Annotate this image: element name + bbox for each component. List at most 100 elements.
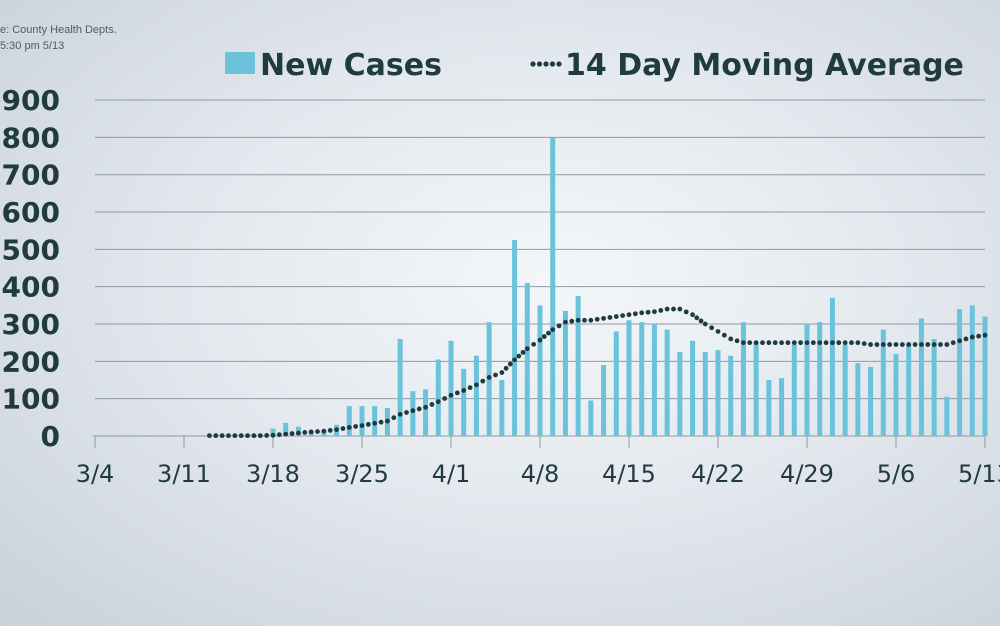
new-cases-bar: [944, 396, 950, 436]
moving-average-point: [912, 342, 918, 347]
legend-label-moving-average: 14 Day Moving Average: [565, 48, 964, 83]
new-cases-bar: [931, 338, 937, 436]
new-cases-bar: [435, 359, 441, 436]
legend-dot: [530, 61, 536, 67]
new-cases-bar: [715, 350, 721, 436]
moving-average-point: [760, 340, 765, 346]
moving-average-point: [321, 428, 327, 434]
y-axis-ticks: 0 100 200 300 400 500 600 700 800 900: [2, 84, 60, 453]
new-cases-bar: [677, 352, 683, 436]
new-cases-bar: [181, 435, 187, 436]
moving-average-point: [849, 340, 854, 346]
new-cases-bar: [601, 365, 607, 436]
moving-average-point: [308, 429, 314, 435]
new-cases-bar: [92, 435, 98, 436]
source-note: e: County Health Depts. 5:30 pm 5/13: [0, 22, 117, 54]
moving-average-point: [887, 342, 893, 347]
moving-average-point: [264, 433, 270, 438]
moving-average-point: [702, 321, 708, 327]
moving-average-point: [520, 349, 526, 355]
new-cases-bar: [537, 305, 543, 436]
new-cases-bar: [626, 320, 632, 436]
moving-average-point: [698, 318, 704, 324]
new-cases-bar: [588, 400, 594, 436]
moving-average-point: [353, 424, 359, 429]
moving-average-point: [315, 429, 320, 434]
new-cases-bar: [842, 344, 848, 436]
moving-average-point: [302, 430, 308, 435]
moving-average-point: [690, 312, 695, 318]
legend-dot: [556, 61, 562, 67]
moving-average-point: [429, 402, 435, 407]
bar-series: [92, 137, 988, 437]
moving-average-point: [969, 334, 975, 340]
moving-average-point: [931, 342, 937, 347]
new-cases-bar: [397, 338, 403, 436]
x-tick-label: 4/8: [521, 460, 560, 488]
moving-average-point: [467, 385, 473, 391]
new-cases-bar: [194, 435, 200, 436]
moving-average-point: [226, 433, 231, 439]
moving-average-point: [524, 346, 530, 352]
moving-average-point: [442, 396, 448, 401]
moving-average-point: [423, 404, 428, 410]
moving-average-point: [753, 340, 759, 346]
new-cases-bar: [270, 428, 276, 436]
moving-average-point: [613, 314, 619, 319]
moving-average-point: [694, 315, 700, 321]
moving-average-point: [785, 340, 791, 346]
legend-dot: [536, 61, 543, 67]
moving-average-point: [982, 332, 988, 338]
moving-average-point: [588, 317, 594, 323]
moving-average-point: [950, 340, 956, 346]
moving-average-point: [397, 411, 403, 417]
moving-average-point: [213, 433, 219, 439]
moving-average-point: [772, 340, 778, 346]
moving-average-point: [639, 310, 645, 316]
moving-average-series: [207, 306, 988, 439]
new-cases-bar: [105, 435, 111, 436]
x-tick-label: 4/29: [780, 460, 834, 488]
moving-average-point: [251, 433, 257, 439]
new-cases-bar: [740, 322, 746, 436]
new-cases-bar: [651, 324, 657, 436]
new-cases-bar: [550, 137, 556, 437]
moving-average-point: [842, 340, 848, 346]
moving-average-point: [899, 342, 905, 347]
moving-average-point: [461, 388, 467, 393]
new-cases-bar: [855, 363, 861, 436]
moving-average-point: [747, 340, 753, 346]
x-tick-label: 4/1: [432, 460, 471, 488]
moving-average-point: [448, 392, 454, 398]
moving-average-point: [791, 340, 797, 346]
new-cases-bar: [791, 344, 797, 436]
moving-average-point: [372, 420, 378, 426]
moving-average-point: [541, 334, 547, 339]
legend-dot: [543, 61, 549, 67]
moving-average-point: [531, 341, 537, 347]
moving-average-point: [893, 342, 899, 347]
new-cases-bar: [918, 318, 924, 436]
moving-average-point: [503, 365, 509, 371]
moving-average-point: [677, 306, 683, 312]
x-tick-label: 4/15: [602, 460, 656, 488]
moving-average-point: [601, 316, 606, 321]
moving-average-point: [546, 330, 551, 336]
new-cases-bar: [906, 344, 912, 436]
moving-average-point: [664, 306, 670, 312]
moving-average-point: [868, 342, 873, 347]
moving-average-point: [232, 433, 238, 439]
moving-average-point: [207, 433, 212, 439]
moving-average-point: [804, 340, 810, 346]
y-tick-label: 300: [2, 308, 60, 341]
moving-average-point: [569, 318, 575, 324]
moving-average-point: [658, 307, 664, 313]
moving-average-point: [391, 415, 397, 421]
new-cases-bar: [829, 297, 835, 436]
new-cases-bar: [499, 380, 505, 436]
moving-average-point: [925, 342, 931, 347]
moving-average-point: [480, 378, 486, 384]
moving-average-point: [976, 333, 982, 339]
moving-average-point: [721, 332, 727, 338]
moving-average-point: [507, 361, 513, 367]
